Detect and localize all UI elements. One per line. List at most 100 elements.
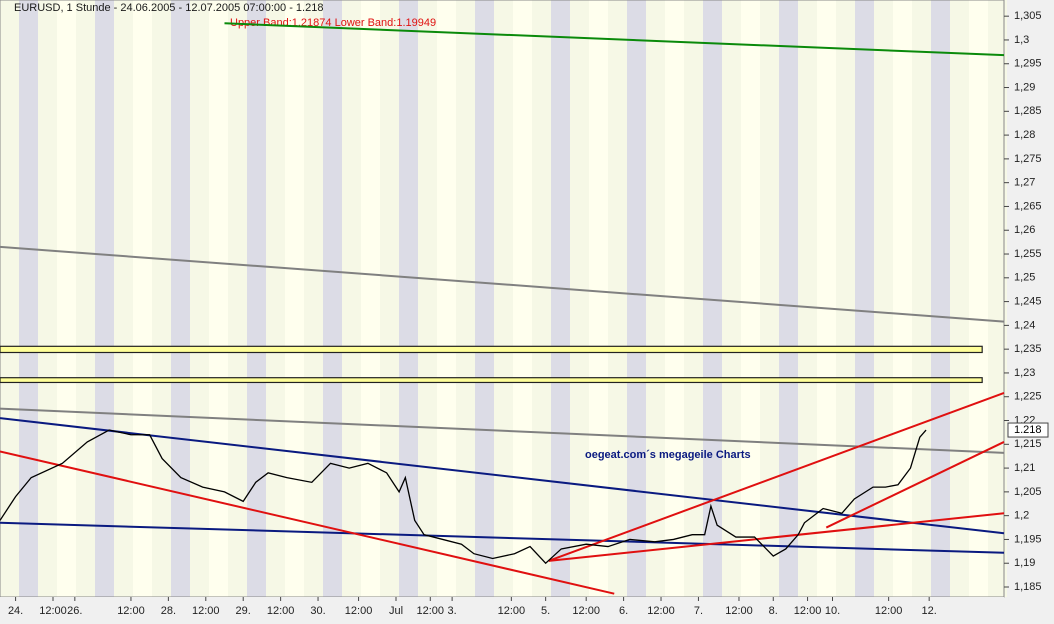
stripe [266,0,285,597]
y-tick-label: 1,3 [1014,34,1029,46]
stripe [570,0,589,597]
stripe [627,0,646,597]
stripe [760,0,779,597]
y-tick-label: 1,245 [1014,295,1042,307]
x-tick-label: 29. [236,605,251,617]
x-tick-label: 12:00 [498,605,526,617]
x-tick-label: 12:00 [875,605,903,617]
x-tick-label: 30. [310,605,325,617]
y-tick-label: 1,19 [1014,557,1035,569]
stripe [779,0,798,597]
stripe [893,0,912,597]
y-tick-label: 1,26 [1014,224,1035,236]
trend-line [825,441,1005,529]
stripe [418,0,437,597]
x-tick-label: 10. [825,605,840,617]
stripe [589,0,608,597]
x-tick-label: Jul [389,605,403,617]
stripe [399,0,418,597]
y-tick-label: 1,275 [1014,153,1042,165]
x-tick-label: 12:00 [725,605,753,617]
stripe [912,0,931,597]
y-tick-label: 1,23 [1014,367,1035,379]
trend-line [224,22,1005,57]
x-tick-label: 12. [922,605,937,617]
stripe [380,0,399,597]
stripe [76,0,95,597]
stripe [836,0,855,597]
stripe [931,0,950,597]
stripe [304,0,323,597]
x-tick-label: 12:00 [345,605,373,617]
price-line [0,429,927,565]
y-tick-label: 1,29 [1014,81,1035,93]
stripe [456,0,475,597]
stripe [361,0,380,597]
stripe [513,0,532,597]
trend-line [548,512,1005,562]
y-tick-label: 1,305 [1014,10,1042,22]
trend-line [0,407,1005,454]
x-tick-label: 12:00 [794,605,822,617]
x-tick-label: 8. [769,605,778,617]
stripe [722,0,741,597]
trend-line [0,450,615,595]
stripe [551,0,570,597]
trend-line [0,417,1005,535]
x-tick-label: 6. [619,605,628,617]
y-tick-label: 1,185 [1014,581,1042,593]
x-tick-label: 12:00 [647,605,675,617]
stripe [741,0,760,597]
y-tick-label: 1,27 [1014,177,1035,189]
stripe [475,0,494,597]
stripe [152,0,171,597]
annotation: oegeat.com´s megageile Charts [585,449,751,461]
stripe [0,0,19,597]
last-value-box [1007,422,1049,438]
y-tick-label: 1,295 [1014,58,1042,70]
y-tick-label: 1,255 [1014,248,1042,260]
stripe [665,0,684,597]
x-tick-label: 28. [161,605,176,617]
last-value-label: 1.218 [1014,424,1042,436]
stripe [190,0,209,597]
stripe [437,0,456,597]
axis-band [0,597,1004,624]
y-tick-label: 1,25 [1014,272,1035,284]
stripe [247,0,266,597]
stripe [171,0,190,597]
y-tick-label: 1,235 [1014,343,1042,355]
y-tick-label: 1,285 [1014,105,1042,117]
y-tick-label: 1,2 [1014,510,1029,522]
x-tick-label: 5. [541,605,550,617]
stripe [532,0,551,597]
zone [0,377,983,384]
x-tick-label: 12:00 [192,605,220,617]
y-tick-label: 1,28 [1014,129,1035,141]
trend-line [0,245,1005,323]
stripe [494,0,513,597]
y-tick-label: 1,265 [1014,200,1042,212]
stripe [228,0,247,597]
x-tick-label: 7. [694,605,703,617]
stripe [57,0,76,597]
stripe [323,0,342,597]
y-tick-label: 1,215 [1014,438,1042,450]
stripe [95,0,114,597]
x-tick-label: 12:00 [267,605,295,617]
stripe [209,0,228,597]
stripe [703,0,722,597]
stripe [608,0,627,597]
x-tick-label: 24. [8,605,23,617]
x-tick-label: 12:00 [117,605,145,617]
zone [0,345,983,354]
x-tick-label: 26. [67,605,82,617]
trend-line [0,521,1005,554]
stripe [855,0,874,597]
stripe [646,0,665,597]
stripes [0,0,988,597]
stripe [817,0,836,597]
stripe [114,0,133,597]
x-tick-label: 12:00 [417,605,445,617]
